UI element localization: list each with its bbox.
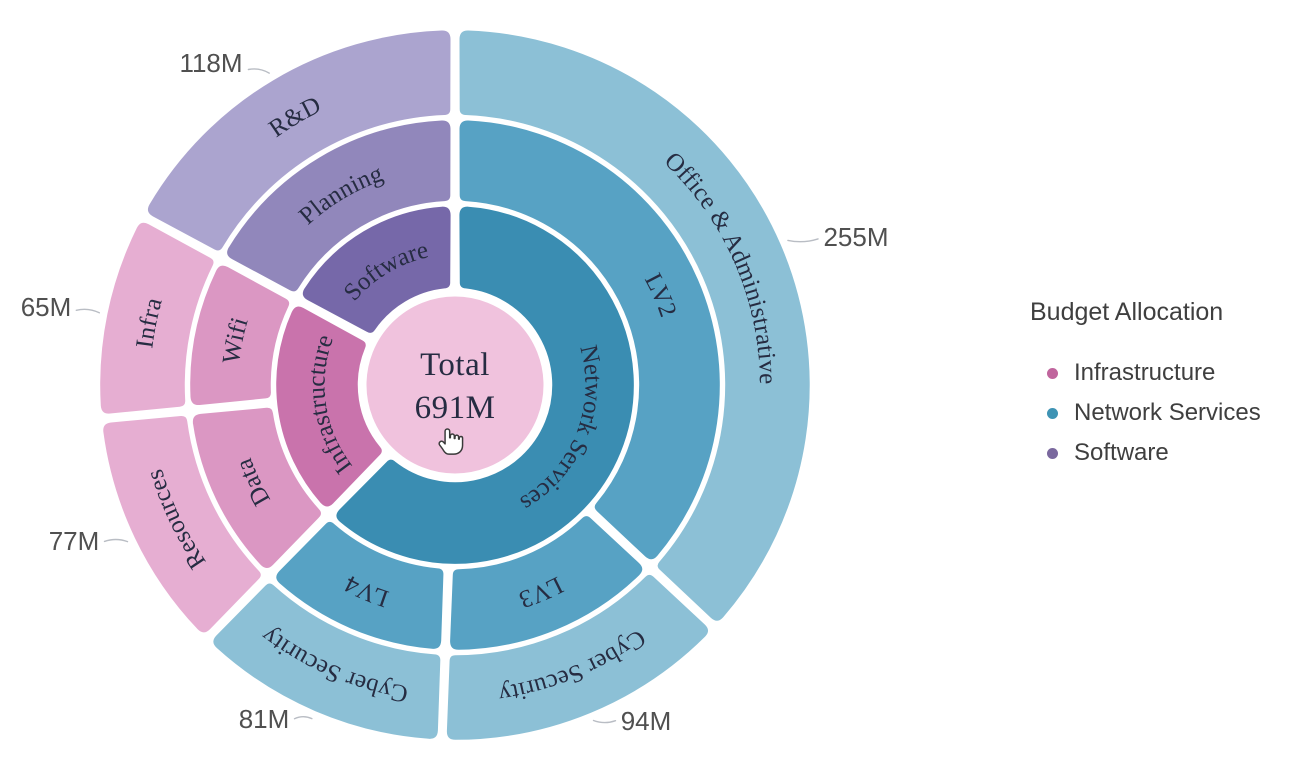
legend-item-software[interactable]: Software: [1047, 433, 1261, 473]
legend-dot-infrastructure: [1047, 367, 1058, 379]
segment-l2-data[interactable]: [190, 405, 324, 571]
segment-l1-software[interactable]: [300, 204, 453, 336]
callout-value-81m: 81M: [239, 704, 290, 734]
callout-value-255m: 255M: [823, 222, 888, 252]
legend-dot-network-services: [1047, 407, 1058, 419]
legend-dot-software: [1047, 447, 1058, 459]
segment-l3-infra[interactable]: [97, 220, 216, 416]
segment-l3-office-administrative[interactable]: [457, 28, 813, 624]
callout-value-118m: 118M: [179, 48, 242, 78]
segment-l3-resources[interactable]: [100, 413, 264, 635]
segment-l3-cyber-security[interactable]: [210, 580, 443, 742]
center-total-value: 691M: [415, 390, 496, 426]
callout-value-65m: 65M: [21, 292, 72, 322]
segment-l2-lv3[interactable]: [447, 513, 645, 653]
center-total-label: Total: [420, 347, 490, 383]
segment-l1-infrastructure[interactable]: [273, 304, 385, 509]
legend-label: Infrastructure: [1074, 359, 1216, 386]
cursor-pointer-icon: [438, 428, 464, 455]
legend-item-infrastructure[interactable]: Infrastructure: [1047, 353, 1261, 393]
segment-l3-r-d[interactable]: [145, 28, 453, 253]
callout-leader-65m: [75, 308, 100, 314]
legend: Budget Allocation Infrastructure Network …: [1030, 298, 1261, 473]
segment-l2-lv4[interactable]: [273, 519, 446, 652]
callout-value-77m: 77M: [49, 526, 100, 556]
callout-leader-255m: [787, 238, 819, 243]
legend-title: Budget Allocation: [1030, 298, 1224, 326]
legend-item-network-services[interactable]: Network Services: [1047, 393, 1261, 433]
callout-leader-118m: [247, 68, 270, 74]
segment-l2-lv2[interactable]: [457, 118, 723, 562]
callout-leader-94m: [592, 719, 617, 724]
segment-l3-cyber-security[interactable]: [444, 572, 711, 743]
legend-items: Infrastructure Network Services Software: [1030, 353, 1261, 473]
callout-leader-77m: [103, 538, 129, 543]
segment-l2-wifi[interactable]: [187, 263, 292, 408]
center-total-circle[interactable]: [363, 293, 547, 477]
legend-label: Software: [1074, 439, 1169, 466]
segment-l1-network-services[interactable]: [334, 204, 637, 567]
callout-leader-81m: [293, 715, 313, 720]
segment-l2-planning[interactable]: [224, 118, 453, 294]
callout-value-94m: 94M: [621, 706, 672, 736]
legend-label: Network Services: [1074, 399, 1261, 426]
